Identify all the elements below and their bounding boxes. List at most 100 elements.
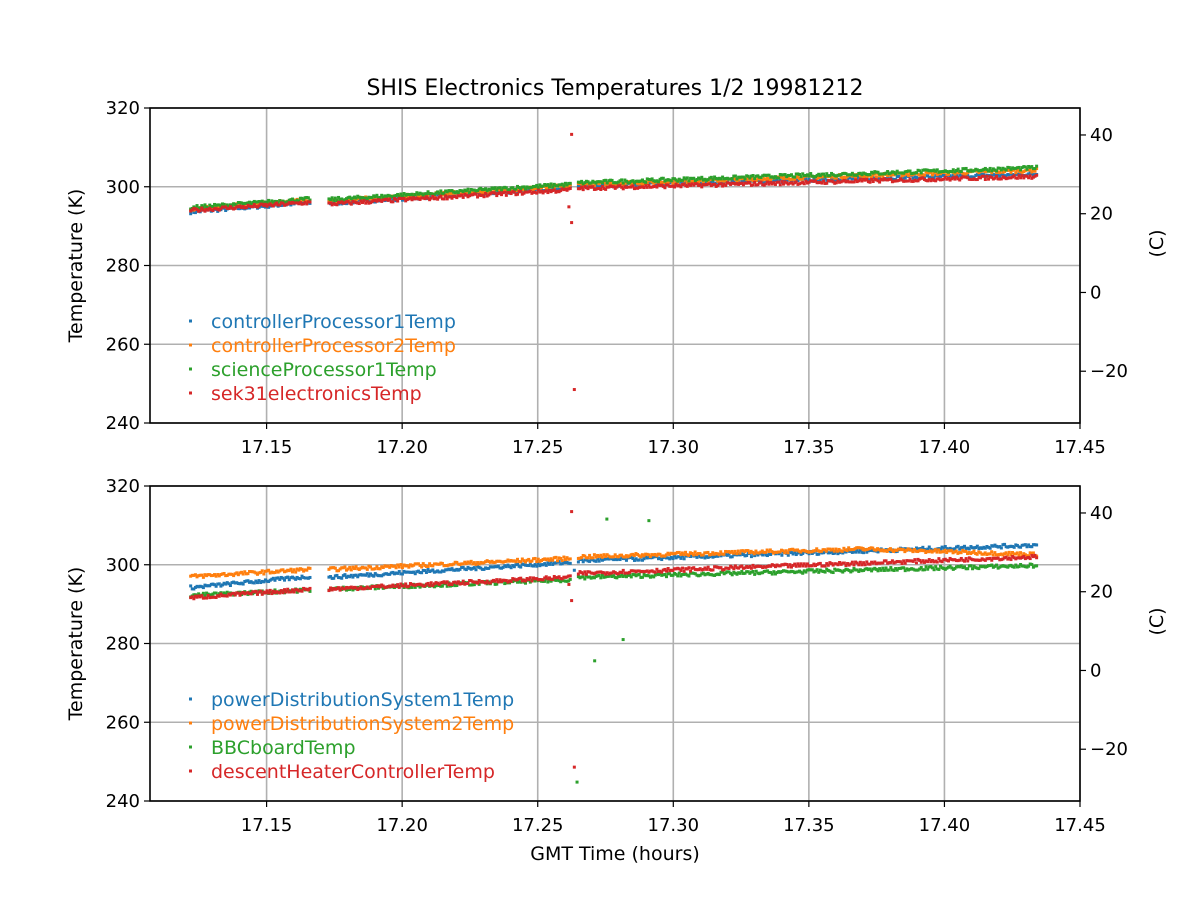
data-point — [203, 583, 207, 587]
data-point — [655, 567, 659, 571]
data-point — [946, 172, 950, 176]
data-point — [370, 584, 374, 588]
data-point — [565, 188, 569, 192]
data-point — [900, 174, 904, 178]
data-point — [333, 587, 337, 591]
data-point — [916, 168, 920, 172]
data-point — [765, 554, 769, 558]
data-point — [894, 179, 898, 183]
data-point — [209, 208, 213, 212]
data-point — [389, 571, 393, 575]
outlier-point — [567, 205, 571, 209]
data-point — [227, 572, 231, 576]
data-point — [1009, 553, 1013, 557]
data-point — [932, 171, 936, 175]
data-point — [429, 581, 433, 585]
outlier-point — [647, 519, 651, 523]
data-point — [580, 179, 584, 183]
data-point — [903, 547, 907, 551]
data-point — [724, 571, 728, 575]
data-point — [286, 202, 290, 206]
data-point — [442, 569, 446, 573]
data-point — [781, 176, 785, 180]
data-point — [404, 193, 408, 197]
y2-axis-label: (C) — [1146, 229, 1168, 257]
data-point — [284, 569, 288, 573]
data-point — [1019, 545, 1023, 549]
data-point — [1007, 564, 1011, 568]
data-point — [985, 169, 989, 173]
data-point — [257, 579, 261, 583]
data-point — [866, 562, 870, 566]
data-point — [940, 178, 944, 182]
data-point — [503, 564, 507, 568]
data-point — [852, 567, 856, 571]
data-point — [946, 565, 950, 569]
data-point — [610, 183, 614, 187]
data-point — [466, 192, 470, 196]
data-point — [203, 594, 207, 598]
data-point — [674, 178, 678, 182]
data-point — [948, 549, 952, 553]
data-point — [189, 209, 193, 213]
data-point — [737, 178, 741, 182]
data-point — [905, 170, 909, 174]
data-point — [555, 560, 559, 564]
data-point — [618, 558, 622, 562]
data-point — [591, 575, 595, 579]
data-point — [405, 195, 409, 199]
data-point — [1015, 565, 1019, 569]
data-point — [690, 551, 694, 555]
data-point — [980, 546, 984, 550]
data-point — [351, 586, 355, 590]
data-point — [913, 558, 917, 562]
data-point — [539, 559, 543, 563]
data-point — [653, 179, 657, 183]
data-point — [866, 568, 870, 572]
data-point — [251, 200, 255, 204]
data-point — [674, 567, 678, 571]
data-point — [842, 550, 846, 554]
data-point — [969, 545, 973, 549]
data-point — [982, 545, 986, 549]
data-point — [940, 173, 944, 177]
data-point — [852, 563, 856, 567]
data-point — [850, 177, 854, 181]
data-point — [460, 189, 464, 193]
data-point — [530, 564, 534, 568]
data-point — [388, 194, 392, 198]
data-point — [472, 190, 476, 194]
data-point — [1020, 564, 1024, 568]
data-point — [785, 569, 789, 573]
data-point — [876, 179, 880, 183]
data-point — [905, 567, 909, 571]
data-point — [482, 191, 486, 195]
data-point — [910, 567, 914, 571]
data-point — [831, 547, 835, 551]
data-point — [719, 182, 723, 186]
data-point — [472, 561, 476, 565]
data-point — [592, 559, 596, 563]
data-point — [961, 545, 965, 549]
data-point — [748, 178, 752, 182]
data-point — [894, 567, 898, 571]
data-point — [295, 567, 299, 571]
data-point — [982, 558, 986, 562]
data-point — [985, 168, 989, 172]
data-point — [866, 547, 870, 551]
data-point — [629, 553, 633, 557]
data-point — [743, 566, 747, 570]
data-point — [610, 574, 614, 578]
data-point — [953, 175, 957, 179]
data-point — [914, 176, 918, 180]
data-point — [934, 169, 938, 173]
data-point — [522, 559, 526, 563]
data-point — [517, 190, 521, 194]
data-point — [447, 581, 451, 585]
data-point — [255, 592, 259, 596]
data-point — [955, 175, 959, 179]
data-point — [783, 180, 787, 184]
data-point — [866, 178, 870, 182]
data-point — [216, 209, 220, 213]
data-point — [337, 202, 341, 206]
